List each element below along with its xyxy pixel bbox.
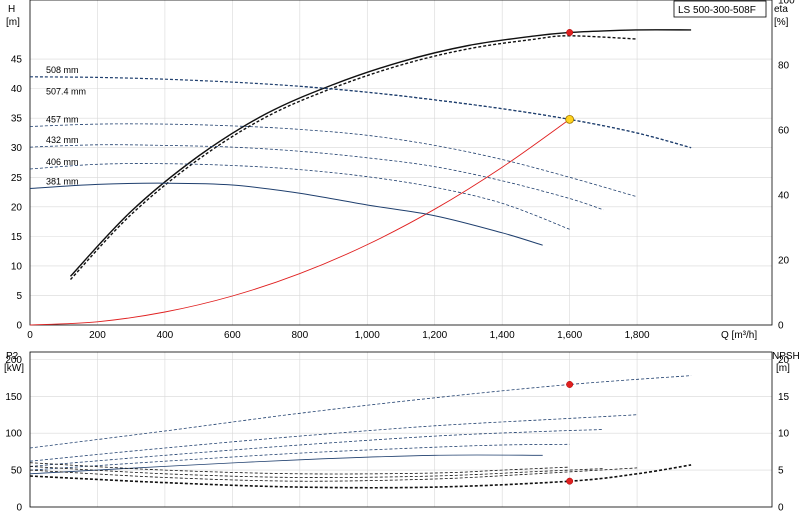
head-curve [29,163,570,230]
npsh-tick-label: 0 [778,503,784,514]
flow-tick-label: 800 [291,330,308,341]
npsh-curve [29,462,570,475]
npsh-curve [29,464,692,489]
flow-tick-label: 1,400 [490,330,515,341]
head-curve [29,76,692,149]
head-tick-label: 10 [11,261,23,272]
npsh-curve [29,466,604,478]
eta-axis-unit: [%] [774,17,789,28]
power-curve [29,414,638,462]
upper-grid [29,0,772,326]
upper-curves: 508 mm 507.4 mm 457 mm 432 mm 406 mm 381 mm [29,29,692,326]
power-tick-label: 0 [16,503,22,514]
npsh-tick-label: 10 [778,429,790,440]
eta-tick-label: 60 [778,126,790,137]
eta-tick-label: 40 [778,191,790,202]
eta-tick-label: 100 [778,0,795,7]
power-point-marker [566,381,574,388]
eta-tick-label: 20 [778,256,790,267]
power-curve [29,429,604,467]
efficiency-point-marker [566,29,574,36]
efficiency-curve [69,35,638,280]
flow-tick-label: 1,800 [625,330,650,341]
power-tick-label: 150 [5,392,22,403]
npsh-axis-unit: [m] [776,363,790,374]
eta-tick-label: 80 [778,61,790,72]
lower-grid [29,352,772,508]
head-tick-label: 20 [11,202,23,213]
npsh-tick-label: 5 [778,466,784,477]
power-axis-unit: [kW] [4,363,24,374]
power-tick-label: 100 [5,429,22,440]
head-tick-label: 15 [11,232,23,243]
eta-tick-label: 0 [778,321,784,332]
eta-axis-label: eta [774,4,788,15]
npsh-curve [29,467,638,482]
duty-point-marker [565,114,575,124]
head-curve [29,182,543,246]
flow-tick-label: 0 [27,330,33,341]
power-curve [29,375,692,449]
head-tick-label: 25 [11,173,23,184]
head-curve-label: 457 mm [46,114,79,124]
head-curve-label: 507.4 mm [46,86,86,96]
head-curve-label: 508 mm [46,65,79,75]
npsh-point-marker [566,477,574,485]
head-tick-label: 45 [11,55,23,66]
upper-axes: 0 200 400 600 800 1,000 1,200 1,400 1,600 1,80005… [11,0,795,341]
power-axis-label: P2 [6,351,19,362]
model-label: LS 500-300-508F [678,5,756,16]
upper-plot-frame [29,0,773,326]
head-curve-label: 406 mm [46,157,79,167]
head-curve-label: 432 mm [46,135,79,145]
power-curve [29,454,543,475]
lower-curves [29,375,692,489]
flow-axis-label: Q [m³/h] [721,330,757,341]
flow-tick-label: 200 [89,330,106,341]
head-tick-label: 5 [16,291,22,302]
head-tick-label: 35 [11,114,23,125]
power-curve [29,443,570,471]
flow-tick-label: 1,200 [422,330,447,341]
system-curve [29,119,570,326]
head-tick-label: 30 [11,143,23,154]
npsh-axis-label: NPSH [772,351,800,362]
head-axis-unit: [m] [6,17,20,28]
flow-tick-label: 1,600 [557,330,582,341]
head-curve [299,85,692,149]
flow-tick-label: 1,000 [355,330,380,341]
efficiency-curve [69,29,692,277]
head-curve-label: 381 mm [46,177,79,187]
lower-axes: 0 50 100 150 200 0 5 10 15 20 [5,355,789,514]
head-tick-label: 40 [11,84,23,95]
npsh-tick-label: 20 [778,355,790,366]
head-axis-label: H [8,4,15,15]
head-tick-label: 0 [16,321,22,332]
power-tick-label: 50 [11,466,23,477]
head-curve [29,123,638,198]
head-curve [29,144,604,211]
flow-tick-label: 600 [224,330,241,341]
npsh-tick-label: 15 [778,392,790,403]
lower-plot-frame [29,351,773,508]
flow-tick-label: 400 [157,330,174,341]
model-label-box [673,0,767,18]
power-tick-label: 200 [5,355,22,366]
